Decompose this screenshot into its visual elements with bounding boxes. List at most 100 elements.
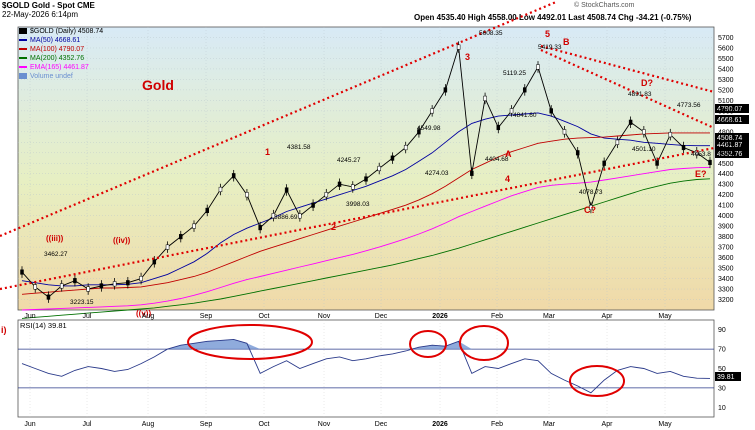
rsi-month-tick-label: Mar xyxy=(543,421,556,428)
rsi-month-tick-label: Jun xyxy=(24,421,35,428)
chart-annotation: 4453.8 xyxy=(691,151,711,158)
month-tick-label: Jul xyxy=(83,313,92,320)
line-icon xyxy=(19,66,27,69)
ohlc-readout: Open 4535.40 High 4558.00 Low 4492.01 La… xyxy=(414,13,692,22)
price-candle xyxy=(562,129,567,135)
price-tick-label: 5200 xyxy=(718,87,734,94)
rsi-line xyxy=(21,338,711,394)
price-candle xyxy=(536,64,540,70)
month-tick-label: Sep xyxy=(200,313,213,320)
chart-annotation: D? xyxy=(641,78,653,88)
month-tick-label: May xyxy=(658,313,672,320)
legend-entry: Volume undef xyxy=(19,72,103,81)
price-candle xyxy=(152,259,157,265)
price-candle xyxy=(218,186,223,193)
chart-annotation: Gold xyxy=(142,77,174,93)
price-tick-label: 3300 xyxy=(718,287,734,294)
chart-annotation: 3 xyxy=(465,52,470,62)
chart-annotation: 4078.73 xyxy=(579,189,603,196)
rsi-month-tick-label: Jul xyxy=(83,421,92,428)
trendline xyxy=(540,48,715,130)
price-candle xyxy=(20,269,24,275)
price-candle xyxy=(364,176,368,182)
rsi-highlight-ellipse xyxy=(187,324,313,360)
chart-annotation: 4841.60 xyxy=(513,112,537,119)
rsi-highlight-ellipse xyxy=(569,365,625,397)
price-candle xyxy=(73,278,77,284)
price-candle xyxy=(245,192,249,198)
chart-annotation: 4 xyxy=(505,174,510,184)
line-icon xyxy=(19,39,27,42)
legend-entry: MA(100) 4790.07 xyxy=(19,45,103,54)
price-tick-label: 3800 xyxy=(718,234,734,241)
price-tag-box xyxy=(715,149,749,158)
price-candle xyxy=(126,280,130,286)
price-candle xyxy=(179,234,183,240)
price-candle xyxy=(284,187,289,193)
month-tick-label: Jun xyxy=(24,313,35,320)
series-line-ema-165- xyxy=(21,166,711,311)
rsi-tick-label: 30 xyxy=(718,385,726,392)
price-candle xyxy=(470,170,474,176)
month-tick-label: Dec xyxy=(375,313,388,320)
rsi-panel-background xyxy=(17,319,715,418)
rsi-tick-label: 70 xyxy=(718,347,726,354)
price-tick-label: 3600 xyxy=(718,255,734,262)
chart-annotation: ((v)) xyxy=(136,309,151,318)
rsi-month-tick-label: Dec xyxy=(375,421,388,428)
price-candle xyxy=(298,213,302,219)
price-tick-label: 4700 xyxy=(718,140,734,147)
price-candle xyxy=(655,160,659,166)
price-candle xyxy=(46,294,51,300)
symbol-title: $GOLD Gold - Spot CME xyxy=(2,1,95,10)
month-tick-label: Aug xyxy=(142,313,155,320)
price-candle xyxy=(403,144,408,151)
month-tick-label: Mar xyxy=(543,313,556,320)
price-tick-label: 3700 xyxy=(718,245,734,252)
price-tag-box xyxy=(715,115,749,124)
price-tag-label: 4352.76 xyxy=(717,151,742,158)
price-candle xyxy=(708,159,712,165)
chart-legend: $GOLD (Daily) 4508.74 MA(50) 4668.61 MA(10… xyxy=(19,27,103,81)
price-tick-label: 3900 xyxy=(718,224,734,231)
price-candle xyxy=(443,87,448,93)
price-tick-label: 4000 xyxy=(718,213,734,220)
price-candle xyxy=(575,150,580,156)
price-tick-label: 3500 xyxy=(718,266,734,273)
price-tick-label: 5600 xyxy=(718,45,734,52)
price-candle xyxy=(112,281,117,287)
rsi-month-tick-label: Feb xyxy=(491,421,503,428)
chart-annotation: 5119.25 xyxy=(503,70,526,77)
series-line-ma-50- xyxy=(21,112,710,287)
chart-annotation: 4274.03 xyxy=(425,170,449,177)
price-candle xyxy=(430,108,434,114)
rsi-month-tick-label: Oct xyxy=(259,421,270,428)
price-candle xyxy=(258,225,262,231)
rsi-tag-label: 39.81 xyxy=(717,374,735,381)
price-tick-label: 5700 xyxy=(718,35,734,42)
chart-date: 22-May-2026 6:14pm xyxy=(2,10,79,19)
chart-annotation: 3998.03 xyxy=(346,201,370,208)
rsi-highlight-ellipse xyxy=(459,325,509,361)
price-candle xyxy=(456,44,461,50)
price-tag-box xyxy=(715,140,749,149)
price-candle xyxy=(483,95,487,101)
chart-annotation: 4501.10 xyxy=(632,146,656,153)
legend-label: EMA(165) 4461.87 xyxy=(30,64,89,71)
price-tag-label: 4461.87 xyxy=(717,142,742,149)
price-tag-label: 4790.07 xyxy=(717,106,742,113)
price-candle xyxy=(509,108,514,114)
price-candle xyxy=(615,139,620,145)
legend-label: MA(100) 4790.07 xyxy=(30,46,85,53)
price-candle xyxy=(311,202,315,208)
price-candle xyxy=(231,173,236,179)
copyright-text: © StockCharts.com xyxy=(574,2,635,9)
chart-annotation: 4381.58 xyxy=(287,144,311,151)
price-candle xyxy=(99,283,104,289)
price-candle xyxy=(86,286,90,292)
price-candle xyxy=(668,132,673,138)
rsi-month-tick-label: Aug xyxy=(142,421,155,428)
price-tick-label: 5400 xyxy=(718,66,734,73)
chart-annotation: 4773.56 xyxy=(677,102,701,109)
price-candle xyxy=(33,284,37,290)
